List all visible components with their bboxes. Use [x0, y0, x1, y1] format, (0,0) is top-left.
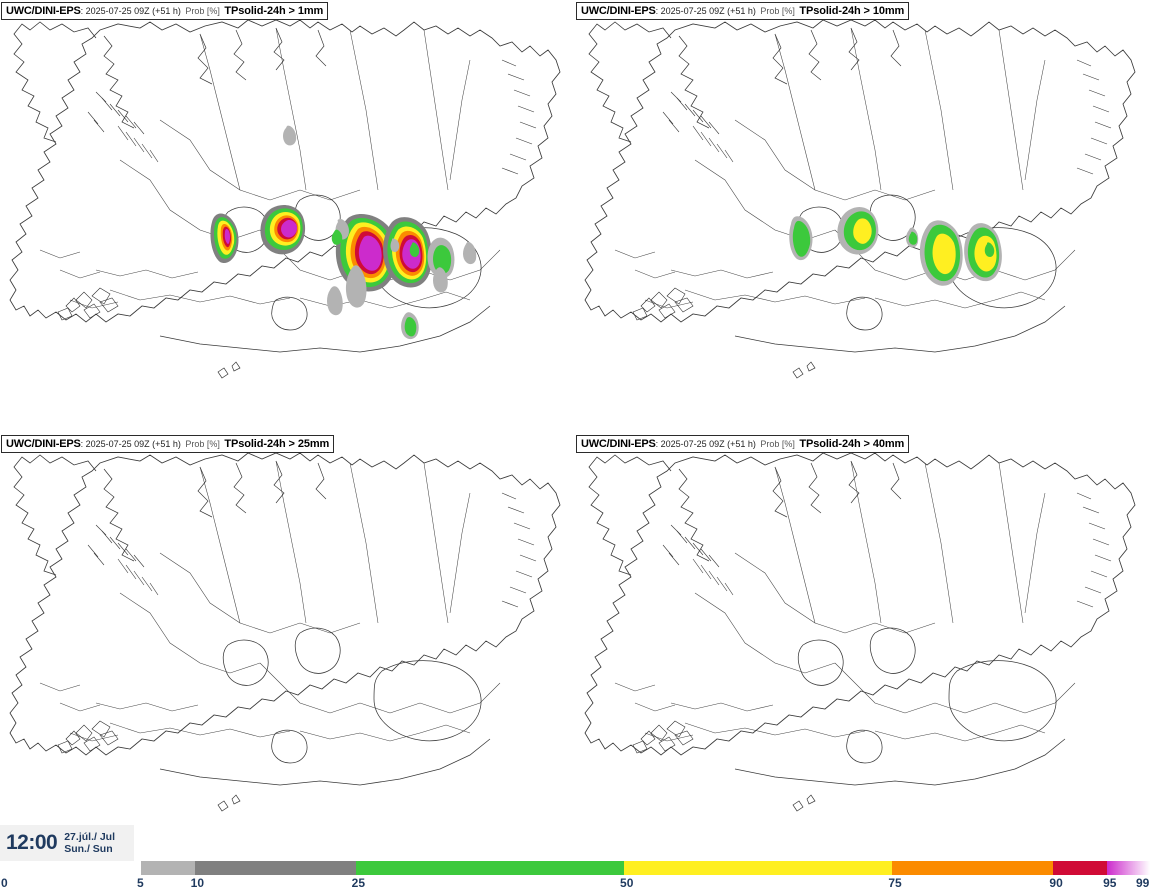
map-canvas-10mm	[584, 19, 1136, 379]
panel-title-25mm: UWC/DINI-EPS: 2025-07-25 09Z (+51 h) Pro…	[1, 435, 335, 453]
coastline	[584, 452, 1136, 756]
valid-date-line1: 27.júl./ Jul	[64, 831, 115, 843]
variable-label: TPsolid-24h > 25mm	[224, 438, 330, 450]
colorbar-tick-0: 0	[1, 876, 8, 890]
colorbar-segment-75-90	[892, 861, 1054, 875]
panel-title-10mm: UWC/DINI-EPS: 2025-07-25 09Z (+51 h) Pro…	[576, 2, 910, 20]
colorbar-segment-50-75	[624, 861, 893, 875]
variable-label: TPsolid-24h > 40mm	[799, 438, 905, 450]
admin-boundaries	[614, 460, 1076, 812]
footer: 12:00 27.júl./ Jul Sun./ Sun	[0, 825, 1150, 891]
map-panel-25mm[interactable]: UWC/DINI-EPS: 2025-07-25 09Z (+51 h) Pro…	[0, 433, 575, 866]
valid-time: 12:00	[6, 831, 58, 854]
colorbar-segment-95-99	[1107, 861, 1150, 875]
panel-title-1mm: UWC/DINI-EPS: 2025-07-25 09Z (+51 h) Pro…	[1, 2, 329, 20]
admin-boundaries	[39, 27, 501, 379]
run-label: : 2025-07-25 09Z (+51 h)	[80, 6, 181, 16]
colorbar-tick-75: 75	[888, 876, 902, 890]
colorbar[interactable]	[141, 861, 1150, 875]
coastline	[9, 19, 561, 323]
colorbar-tick-25: 25	[351, 876, 366, 890]
model-label: UWC/DINI-EPS	[581, 5, 656, 17]
coastline	[9, 452, 561, 756]
prob-label: Prob [%]	[185, 6, 220, 16]
colorbar-gradient	[141, 861, 1150, 875]
valid-date-line2: Sun./ Sun	[64, 843, 113, 855]
map-panel-10mm[interactable]: UWC/DINI-EPS: 2025-07-25 09Z (+51 h) Pro…	[575, 0, 1150, 433]
prob-label: Prob [%]	[185, 439, 220, 449]
colorbar-segment-25-50	[355, 861, 624, 875]
coastline	[584, 19, 1136, 323]
colorbar-segment-5-10	[141, 861, 195, 875]
colorbar-tick-10: 10	[190, 876, 205, 890]
prob-label: Prob [%]	[760, 6, 795, 16]
precip-contours-10mm	[789, 207, 1002, 286]
variable-label: TPsolid-24h > 1mm	[224, 5, 324, 17]
precip-contours-1mm	[210, 125, 477, 340]
valid-date: 27.júl./ Jul Sun./ Sun	[64, 831, 115, 855]
run-label: : 2025-07-25 09Z (+51 h)	[655, 439, 756, 449]
prob-label: Prob [%]	[760, 439, 795, 449]
colorbar-ticks: 0 5 10 25 50 75 90 95 99	[0, 855, 1150, 891]
model-label: UWC/DINI-EPS	[581, 438, 656, 450]
model-label: UWC/DINI-EPS	[6, 438, 81, 450]
map-canvas-40mm	[584, 452, 1136, 812]
colorbar-segment-10-25	[194, 861, 356, 875]
panel-title-40mm: UWC/DINI-EPS: 2025-07-25 09Z (+51 h) Pro…	[576, 435, 910, 453]
model-label: UWC/DINI-EPS	[6, 5, 81, 17]
colorbar-tick-5: 5	[137, 876, 144, 890]
map-panel-1mm[interactable]: UWC/DINI-EPS: 2025-07-25 09Z (+51 h) Pro…	[0, 0, 575, 433]
admin-boundaries	[614, 27, 1076, 379]
map-panel-40mm[interactable]: UWC/DINI-EPS: 2025-07-25 09Z (+51 h) Pro…	[575, 433, 1150, 866]
valid-time-box: 12:00 27.júl./ Jul Sun./ Sun	[0, 825, 134, 861]
colorbar-segment-90-95	[1053, 861, 1107, 875]
run-label: : 2025-07-25 09Z (+51 h)	[80, 439, 181, 449]
variable-label: TPsolid-24h > 10mm	[799, 5, 905, 17]
colorbar-tick-50: 50	[620, 876, 634, 890]
colorbar-tick-90: 90	[1049, 876, 1063, 890]
colorbar-tick-99: 99	[1136, 876, 1150, 890]
colorbar-tick-95: 95	[1103, 876, 1117, 890]
admin-boundaries	[39, 460, 501, 812]
map-canvas-25mm	[9, 452, 561, 812]
run-label: : 2025-07-25 09Z (+51 h)	[655, 6, 756, 16]
map-canvas-1mm	[9, 19, 561, 379]
